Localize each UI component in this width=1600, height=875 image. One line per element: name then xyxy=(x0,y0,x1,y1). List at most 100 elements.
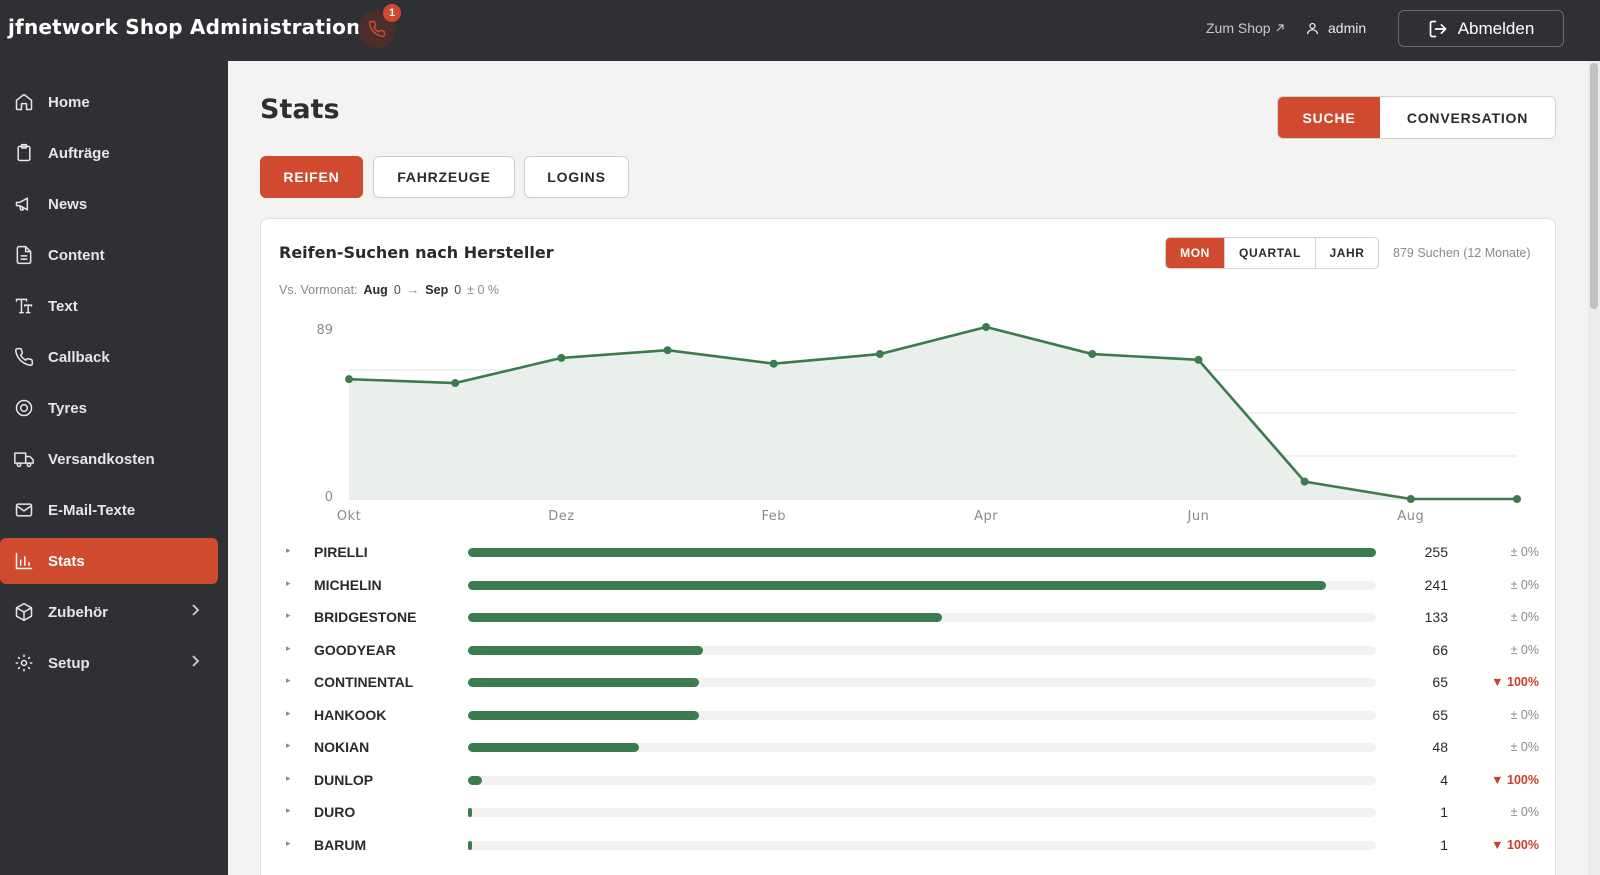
shop-link-label: Zum Shop xyxy=(1206,20,1271,36)
expand-triangle-icon[interactable]: ▸ xyxy=(286,707,291,718)
expand-triangle-icon[interactable]: ▸ xyxy=(286,642,291,653)
mode-conversation-button[interactable]: CONVERSATION xyxy=(1406,109,1529,126)
scrollbar-thumb[interactable] xyxy=(1590,63,1598,309)
sidebar-item-stats[interactable]: Stats xyxy=(0,538,218,584)
change-indicator: ± 0% xyxy=(1510,610,1539,624)
truck-icon xyxy=(13,448,35,470)
user-menu[interactable]: admin xyxy=(1305,20,1366,36)
bar-track xyxy=(468,710,1376,720)
expand-triangle-icon[interactable]: ▸ xyxy=(286,577,291,588)
manufacturer-row[interactable]: ▸ GOODYEAR 66 ± 0% xyxy=(261,635,1557,665)
manufacturer-row[interactable]: ▸ DURO 1 ± 0% xyxy=(261,797,1557,827)
sidebar-item-text[interactable]: Text xyxy=(0,283,218,329)
x-tick-label: Jun xyxy=(1187,509,1210,524)
change-indicator: ▼ 100% xyxy=(1491,772,1539,787)
sidebar-item-zubehoer[interactable]: Zubehör xyxy=(0,589,218,635)
document-icon xyxy=(13,244,35,266)
logout-button[interactable]: Abmelden xyxy=(1398,10,1564,47)
manufacturer-name: MICHELIN xyxy=(314,576,382,593)
manufacturer-row[interactable]: ▸ BRIDGESTONE 133 ± 0% xyxy=(261,602,1557,632)
manufacturer-row[interactable]: ▸ HANKOOK 65 ± 0% xyxy=(261,700,1557,730)
stats-card: Reifen-Suchen nach Hersteller MON QUARTA… xyxy=(260,218,1556,875)
manufacturer-name: PIRELLI xyxy=(314,544,368,560)
data-point xyxy=(1194,355,1203,364)
data-point xyxy=(451,379,460,388)
card-title: Reifen-Suchen nach Hersteller xyxy=(279,243,554,262)
arrow-right-icon: → xyxy=(406,283,420,297)
x-tick-label: Okt xyxy=(337,509,361,524)
sidebar-item-label: Stats xyxy=(48,552,85,570)
bar-chart-icon xyxy=(13,550,35,572)
sidebar-item-content[interactable]: Content xyxy=(0,232,218,278)
compare-change: ± 0 % xyxy=(467,283,500,297)
period-mon-button[interactable]: MON xyxy=(1166,238,1225,268)
manufacturer-row[interactable]: ▸ PIRELLI 255 ± 0% xyxy=(261,537,1557,567)
sidebar-item-auftraege[interactable]: Aufträge xyxy=(0,130,218,176)
mode-suche-button[interactable]: SUCHE xyxy=(1278,97,1380,138)
compare-to-value: 0 xyxy=(454,283,462,297)
bar-track xyxy=(468,548,1376,557)
sidebar-item-label: Content xyxy=(48,246,105,264)
manufacturer-count: 65 xyxy=(1432,674,1448,690)
megaphone-icon xyxy=(13,193,35,215)
manufacturer-row[interactable]: ▸ BARUM 1 ▼ 100% xyxy=(261,830,1557,860)
period-jahr-button[interactable]: JAHR xyxy=(1329,246,1365,260)
expand-triangle-icon[interactable]: ▸ xyxy=(286,610,291,620)
series-line xyxy=(348,325,1517,501)
manufacturer-name: GOODYEAR xyxy=(314,641,396,658)
manufacturer-count: 66 xyxy=(1432,641,1448,658)
manufacturer-row[interactable]: ▸ CONTINENTAL 65 ▼ 100% xyxy=(261,667,1557,697)
compare-label: Vs. Vormonat: xyxy=(279,283,358,297)
sidebar-item-setup[interactable]: Setup xyxy=(0,640,218,686)
manufacturer-name: HANKOOK xyxy=(314,706,387,723)
tab-fahrzeuge[interactable]: FAHRZEUGE xyxy=(373,156,515,198)
sidebar-item-label: Home xyxy=(48,93,90,111)
manufacturer-row[interactable]: ▸ NOKIAN 48 ± 0% xyxy=(261,732,1557,762)
change-indicator: ± 0% xyxy=(1510,707,1539,722)
manufacturer-name: DUNLOP xyxy=(314,771,374,788)
sidebar-item-label: Callback xyxy=(48,348,110,366)
expand-triangle-icon[interactable]: ▸ xyxy=(286,545,291,555)
page-scrollbar[interactable] xyxy=(1588,61,1600,875)
sidebar-item-news[interactable]: News xyxy=(0,181,218,227)
bar-fill xyxy=(468,613,942,622)
x-tick-label: Aug xyxy=(1397,509,1424,524)
expand-triangle-icon[interactable]: ▸ xyxy=(286,675,291,685)
logout-icon xyxy=(1429,20,1447,37)
bar-fill xyxy=(468,548,1376,557)
sidebar-item-callback[interactable]: Callback xyxy=(0,334,218,380)
bar-track xyxy=(468,775,1376,785)
data-point xyxy=(1513,495,1521,503)
app-title: jfnetwork Shop Administration xyxy=(8,15,361,39)
bar-fill xyxy=(468,645,703,655)
manufacturer-row[interactable]: ▸ DUNLOP 4 ▼ 100% xyxy=(261,765,1557,795)
data-point xyxy=(1406,495,1415,503)
top-bar: jfnetwork Shop Administration 1 Zum Shop… xyxy=(0,0,1600,61)
expand-triangle-icon[interactable]: ▸ xyxy=(286,837,291,848)
phone-icon xyxy=(13,346,35,368)
total-searches: 879 Suchen (12 Monate) xyxy=(1393,246,1531,260)
user-name: admin xyxy=(1328,20,1367,36)
data-point xyxy=(1088,350,1097,359)
y-tick-label: 0 xyxy=(325,490,333,505)
trend-chart: 0 89 Okt Dez Feb Apr Jun Aug xyxy=(316,323,1521,524)
expand-triangle-icon[interactable]: ▸ xyxy=(286,772,291,783)
manufacturer-row[interactable]: ▸ MICHELIN 241 ± 0% xyxy=(261,570,1557,600)
shop-link[interactable]: Zum Shop xyxy=(1206,20,1285,36)
expand-triangle-icon[interactable]: ▸ xyxy=(286,740,291,750)
sidebar-item-home[interactable]: Home xyxy=(0,79,218,125)
tab-reifen[interactable]: REIFEN xyxy=(260,156,363,198)
external-link-icon xyxy=(1276,24,1284,32)
manufacturer-count: 255 xyxy=(1424,544,1448,560)
bar-track xyxy=(468,808,1376,817)
expand-triangle-icon[interactable]: ▸ xyxy=(286,805,291,815)
sidebar-item-versandkosten[interactable]: Versandkosten xyxy=(0,436,218,482)
bar-fill xyxy=(468,840,472,850)
sidebar-item-tyres[interactable]: Tyres xyxy=(0,385,218,431)
tab-logins[interactable]: LOGINS xyxy=(524,156,629,198)
data-point xyxy=(663,346,672,355)
period-quartal-button[interactable]: QUARTAL xyxy=(1225,238,1316,268)
manufacturer-count: 65 xyxy=(1432,706,1448,723)
sidebar-item-email-texte[interactable]: E-Mail-Texte xyxy=(0,487,218,533)
phone-icon xyxy=(368,20,386,38)
